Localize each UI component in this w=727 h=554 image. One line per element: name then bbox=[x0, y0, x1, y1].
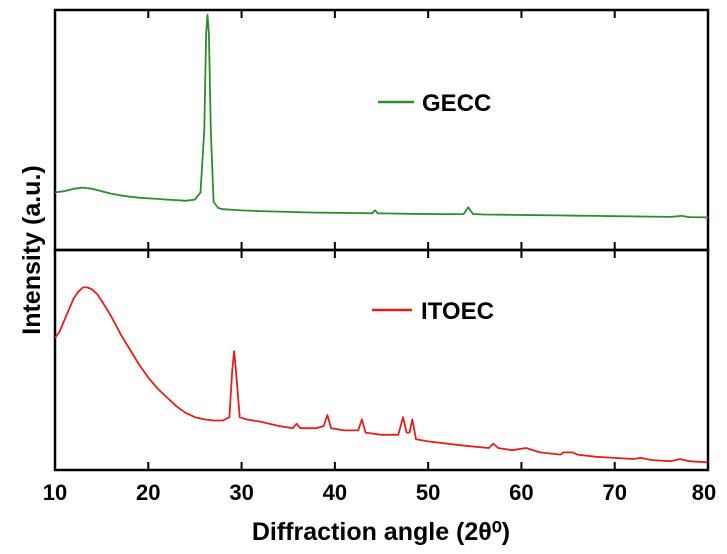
series-layer bbox=[54, 13, 709, 464]
series-line-itoec bbox=[54, 286, 709, 464]
x-tick-label: 80 bbox=[692, 480, 716, 505]
x-tick-label: 70 bbox=[602, 480, 626, 505]
x-tick-marks bbox=[54, 10, 709, 470]
legend-bottom: ITOEC bbox=[372, 298, 494, 325]
x-tick-label: 50 bbox=[416, 480, 440, 505]
bottom-panel-frame bbox=[53, 248, 710, 472]
y-axis-title: Intensity (a.u.) bbox=[18, 165, 46, 334]
x-tick-label: 10 bbox=[43, 480, 67, 505]
x-axis-title: Diffraction angle (2θ⁰) bbox=[252, 518, 510, 546]
x-tick-label: 40 bbox=[323, 480, 347, 505]
series-line-gecc bbox=[54, 13, 709, 219]
x-tick-label: 20 bbox=[136, 480, 160, 505]
legend-label-gecc: GECC bbox=[422, 90, 491, 117]
x-tick-label: 60 bbox=[509, 480, 533, 505]
plot-area bbox=[53, 8, 710, 472]
legend-label-itoec: ITOEC bbox=[421, 298, 494, 325]
x-tick-labels: 10 20 30 40 50 60 70 80 bbox=[43, 480, 716, 505]
legend-top: GECC bbox=[378, 90, 491, 117]
x-tick-label: 30 bbox=[229, 480, 253, 505]
